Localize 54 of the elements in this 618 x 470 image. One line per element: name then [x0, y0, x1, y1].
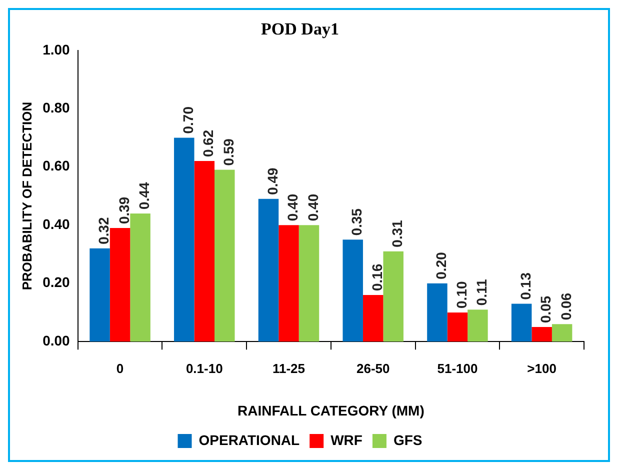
bar	[130, 213, 150, 342]
bar	[174, 138, 194, 342]
bar	[532, 327, 552, 342]
data-label: 0.20	[433, 252, 450, 280]
x-tick-label: 0	[116, 360, 124, 376]
data-label: 0.10	[453, 281, 470, 308]
x-tick-label: 0.1-10	[186, 360, 223, 376]
bar	[258, 198, 279, 342]
bar	[342, 240, 363, 342]
bar	[447, 312, 468, 342]
x-tick-label: 11-25	[272, 360, 306, 376]
data-label: 0.40	[284, 194, 301, 222]
y-tick-label: 0.20	[42, 274, 70, 290]
y-tick-label: 1.00	[42, 41, 70, 58]
legend-label: WRF	[330, 432, 363, 448]
bar	[362, 295, 384, 342]
y-axis-title: PROBABILITY OF DETECTION	[19, 102, 34, 290]
data-label: 0.13	[517, 272, 534, 300]
data-label: 0.05	[538, 296, 554, 324]
x-tick-label: 26-50	[356, 360, 390, 376]
data-label: 0.31	[389, 220, 406, 248]
data-label: 0.39	[116, 196, 132, 224]
data-label: 0.44	[136, 182, 152, 210]
y-tick-label: 0.40	[42, 216, 70, 232]
data-label: 0.49	[264, 167, 280, 195]
data-label: 0.06	[558, 292, 574, 320]
bar	[468, 310, 488, 342]
bar	[194, 161, 215, 342]
legend-label: GFS	[393, 432, 422, 448]
bar	[214, 170, 235, 342]
data-label: 0.35	[348, 208, 365, 236]
data-label: 0.59	[220, 138, 236, 166]
y-tick-label: 0.60	[42, 158, 70, 174]
legend-label: OPERATIONAL	[198, 432, 300, 448]
bar	[552, 324, 572, 342]
data-label: 0.70	[180, 106, 196, 134]
x-axis-title: RAINFALL CATEGORY (MM)	[237, 402, 424, 418]
bar	[511, 304, 532, 342]
data-label: 0.16	[368, 264, 385, 292]
bar	[278, 225, 299, 342]
x-tick-label: 51-100	[437, 360, 478, 376]
y-tick-label: 0.80	[42, 100, 70, 116]
x-tick-label: >100	[527, 360, 556, 376]
y-tick-label: 0.00	[42, 332, 70, 348]
data-label: 0.32	[96, 216, 112, 244]
bar	[298, 225, 320, 342]
data-label: 0.11	[474, 278, 490, 306]
bar	[90, 248, 110, 342]
data-label: 0.62	[200, 130, 216, 158]
bar	[427, 283, 448, 342]
bar	[383, 251, 404, 342]
bar	[110, 228, 130, 342]
chart-title: POD Day1	[261, 20, 339, 39]
data-label: 0.40	[304, 194, 321, 222]
